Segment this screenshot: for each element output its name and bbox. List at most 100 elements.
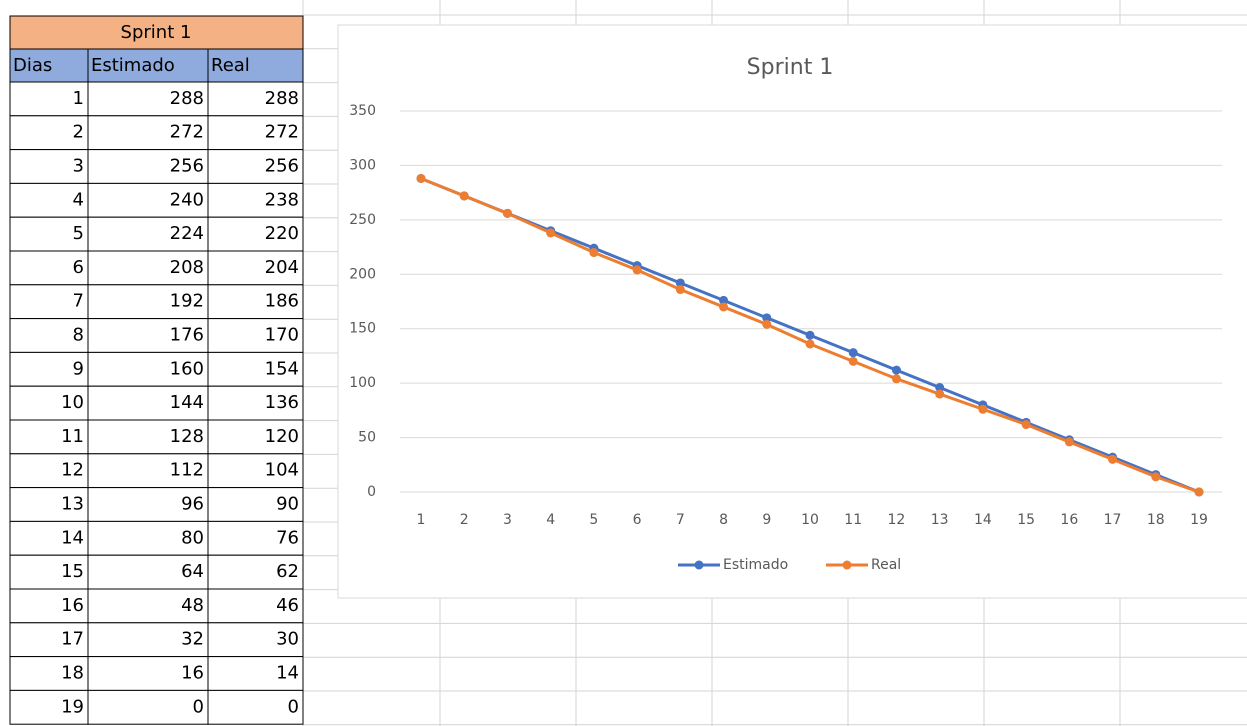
chart-title: Sprint 1	[747, 55, 834, 80]
cell-value: 186	[265, 291, 299, 312]
cell-value: 11	[61, 426, 84, 447]
cell-value: 19	[61, 696, 84, 717]
data-point	[805, 339, 815, 349]
cell-value: 3	[73, 156, 84, 177]
x-tick-label: 14	[974, 512, 992, 528]
cell-box	[9, 385, 89, 421]
cell-box	[207, 81, 304, 117]
y-tick-label: 0	[367, 484, 376, 500]
x-tick-label: 15	[1017, 512, 1035, 528]
x-tick-label: 9	[762, 512, 771, 528]
cell-box	[9, 351, 89, 387]
cell-value: 104	[265, 460, 299, 481]
cell-value: 220	[265, 223, 299, 244]
cell-value: 288	[265, 88, 299, 109]
cell-box	[9, 216, 89, 252]
cell-box	[9, 149, 89, 184]
x-tick-label: 12	[888, 512, 906, 528]
data-point	[459, 191, 469, 201]
cell-box	[9, 250, 89, 286]
cell-box	[207, 419, 304, 455]
cell-box	[9, 115, 89, 151]
cell-value: 30	[276, 629, 299, 650]
data-point	[891, 365, 901, 375]
data-point	[935, 382, 945, 392]
data-point	[848, 356, 858, 366]
cell-box	[87, 318, 209, 353]
cell-value: 2	[73, 122, 84, 143]
cell-value: 13	[61, 494, 84, 515]
legend-marker	[694, 560, 704, 570]
cell-value: 272	[170, 122, 204, 143]
cell-value: 14	[61, 527, 84, 548]
cell-box	[87, 81, 209, 117]
cell-box	[87, 250, 209, 286]
cell-value: 12	[61, 460, 84, 481]
cell-box	[207, 216, 304, 252]
legend-label: Estimado	[723, 557, 788, 573]
cell-box	[9, 656, 89, 691]
cell-box	[87, 453, 209, 489]
data-point	[805, 330, 815, 340]
cell-value: 192	[170, 291, 204, 312]
header-cell	[9, 48, 89, 83]
cell-value: 170	[265, 325, 299, 346]
cell-value: 224	[170, 223, 204, 244]
cell-box	[207, 149, 304, 184]
cell-value: 204	[265, 257, 299, 278]
x-tick-label: 7	[676, 512, 685, 528]
cell-value: 1	[73, 88, 84, 109]
cell-value: 90	[276, 494, 299, 515]
cell-value: 0	[193, 696, 204, 717]
data-point	[416, 173, 426, 183]
x-tick-label: 10	[801, 512, 819, 528]
data-point	[935, 389, 945, 399]
cell-value: 9	[73, 358, 84, 379]
cell-value: 154	[265, 358, 299, 379]
cell-value: 16	[181, 663, 204, 684]
cell-value: 0	[288, 696, 299, 717]
cell-value: 176	[170, 325, 204, 346]
header-cell	[207, 48, 304, 83]
cell-box	[207, 318, 304, 353]
cell-value: 18	[61, 663, 84, 684]
cell-box	[87, 419, 209, 455]
cell-box	[207, 115, 304, 151]
data-point	[1064, 437, 1074, 447]
x-tick-label: 6	[633, 512, 642, 528]
y-tick-label: 200	[349, 266, 376, 282]
cell-box	[207, 351, 304, 387]
x-tick-label: 8	[719, 512, 728, 528]
y-tick-label: 250	[349, 212, 376, 228]
cell-value: 14	[276, 663, 299, 684]
cell-box	[9, 81, 89, 117]
cell-value: 10	[61, 392, 84, 413]
x-tick-label: 1	[417, 512, 426, 528]
cell-value: 256	[265, 156, 299, 177]
x-tick-label: 11	[844, 512, 862, 528]
cell-box	[207, 182, 304, 218]
cell-value: 238	[265, 189, 299, 210]
cell-value: 256	[170, 156, 204, 177]
cell-box	[87, 656, 209, 691]
cell-value: 144	[170, 392, 204, 413]
cell-box	[9, 689, 89, 725]
data-point	[891, 374, 901, 384]
cell-box	[87, 216, 209, 252]
cell-box	[87, 149, 209, 184]
x-tick-label: 2	[460, 512, 469, 528]
column-header: Estimado	[91, 55, 175, 76]
cell-value: 288	[170, 88, 204, 109]
cell-box	[9, 554, 89, 590]
cell-box	[207, 622, 304, 658]
cell-box	[207, 520, 304, 556]
data-point	[719, 295, 729, 305]
data-point	[762, 313, 772, 323]
x-tick-label: 5	[589, 512, 598, 528]
title-cell	[9, 15, 304, 50]
cell-box	[207, 656, 304, 691]
x-tick-label: 18	[1147, 512, 1165, 528]
cell-box	[207, 689, 304, 725]
